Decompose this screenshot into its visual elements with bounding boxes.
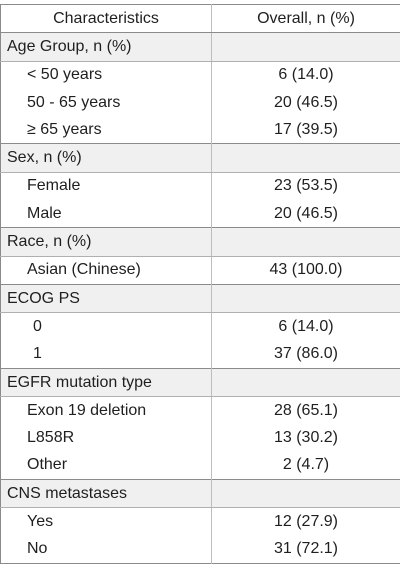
row-label: No (0, 535, 212, 564)
row-value: 2 (4.7) (282, 456, 330, 474)
row-label: 1 (0, 340, 212, 369)
table-row: Other 2 (4.7) (0, 451, 400, 480)
section-title: EGFR mutation type (0, 367, 212, 398)
row-label: L858R (0, 424, 212, 452)
section-title: CNS metastases (0, 479, 212, 509)
section-title: Age Group, n (%) (0, 32, 212, 62)
header-characteristics: Characteristics (0, 4, 212, 34)
row-label: Asian (Chinese) (0, 256, 212, 285)
table-row: Asian (Chinese) 43 (100.0) (0, 256, 400, 285)
table-row: L858R 13 (30.2) (0, 424, 400, 452)
header-overall: Overall, n (%) (211, 4, 400, 34)
row-label: Other (0, 451, 212, 480)
table-row: 0 6 (14.0) (0, 312, 400, 341)
table-row: Exon 19 deletion 28 (65.1) (0, 396, 400, 425)
table-row: ≥ 65 years 17 (39.5) (0, 116, 400, 144)
section-race: Race, n (%) (0, 227, 400, 257)
row-value: 12 (27.9) (273, 512, 339, 530)
section-sex: Sex, n (%) (0, 143, 400, 173)
row-label: ≥ 65 years (0, 116, 212, 144)
row-value: 37 (86.0) (273, 345, 339, 363)
row-value: 20 (46.5) (273, 204, 339, 222)
table-row: Yes 12 (27.9) (0, 507, 400, 536)
row-value: 20 (46.5) (273, 93, 339, 111)
row-value: 6 (14.0) (278, 66, 334, 84)
row-label: < 50 years (0, 61, 212, 89)
section-title: Race, n (%) (0, 227, 212, 257)
section-title: Sex, n (%) (0, 143, 212, 173)
row-label: Male (0, 200, 212, 228)
section-egfr-mutation-type: EGFR mutation type (0, 367, 400, 398)
row-label: 50 - 65 years (0, 88, 212, 117)
row-label: 0 (0, 312, 212, 341)
table-row: 50 - 65 years 20 (46.5) (0, 88, 400, 117)
section-ecog-ps: ECOG PS (0, 283, 400, 314)
row-value: 31 (72.1) (273, 540, 339, 558)
table-row: < 50 years 6 (14.0) (0, 61, 400, 89)
row-label: Yes (0, 507, 212, 536)
table-row: Female 23 (53.5) (0, 172, 400, 201)
row-value: 28 (65.1) (273, 401, 339, 419)
row-label: Exon 19 deletion (0, 396, 212, 425)
table-row: 1 37 (86.0) (0, 340, 400, 369)
table-header-row: Characteristics Overall, n (%) (0, 4, 400, 34)
row-value: 43 (100.0) (269, 261, 343, 279)
characteristics-table: Characteristics Overall, n (%) Age Group… (0, 4, 400, 564)
table-row: No 31 (72.1) (0, 535, 400, 564)
row-value: 6 (14.0) (278, 317, 334, 335)
row-value: 17 (39.5) (273, 120, 339, 138)
section-cns-metastases: CNS metastases (0, 479, 400, 509)
section-age-group: Age Group, n (%) (0, 32, 400, 62)
section-title: ECOG PS (0, 283, 212, 314)
row-value: 23 (53.5) (273, 177, 339, 195)
row-label: Female (0, 172, 212, 201)
row-value: 13 (30.2) (273, 429, 339, 447)
table-row: Male 20 (46.5) (0, 200, 400, 228)
